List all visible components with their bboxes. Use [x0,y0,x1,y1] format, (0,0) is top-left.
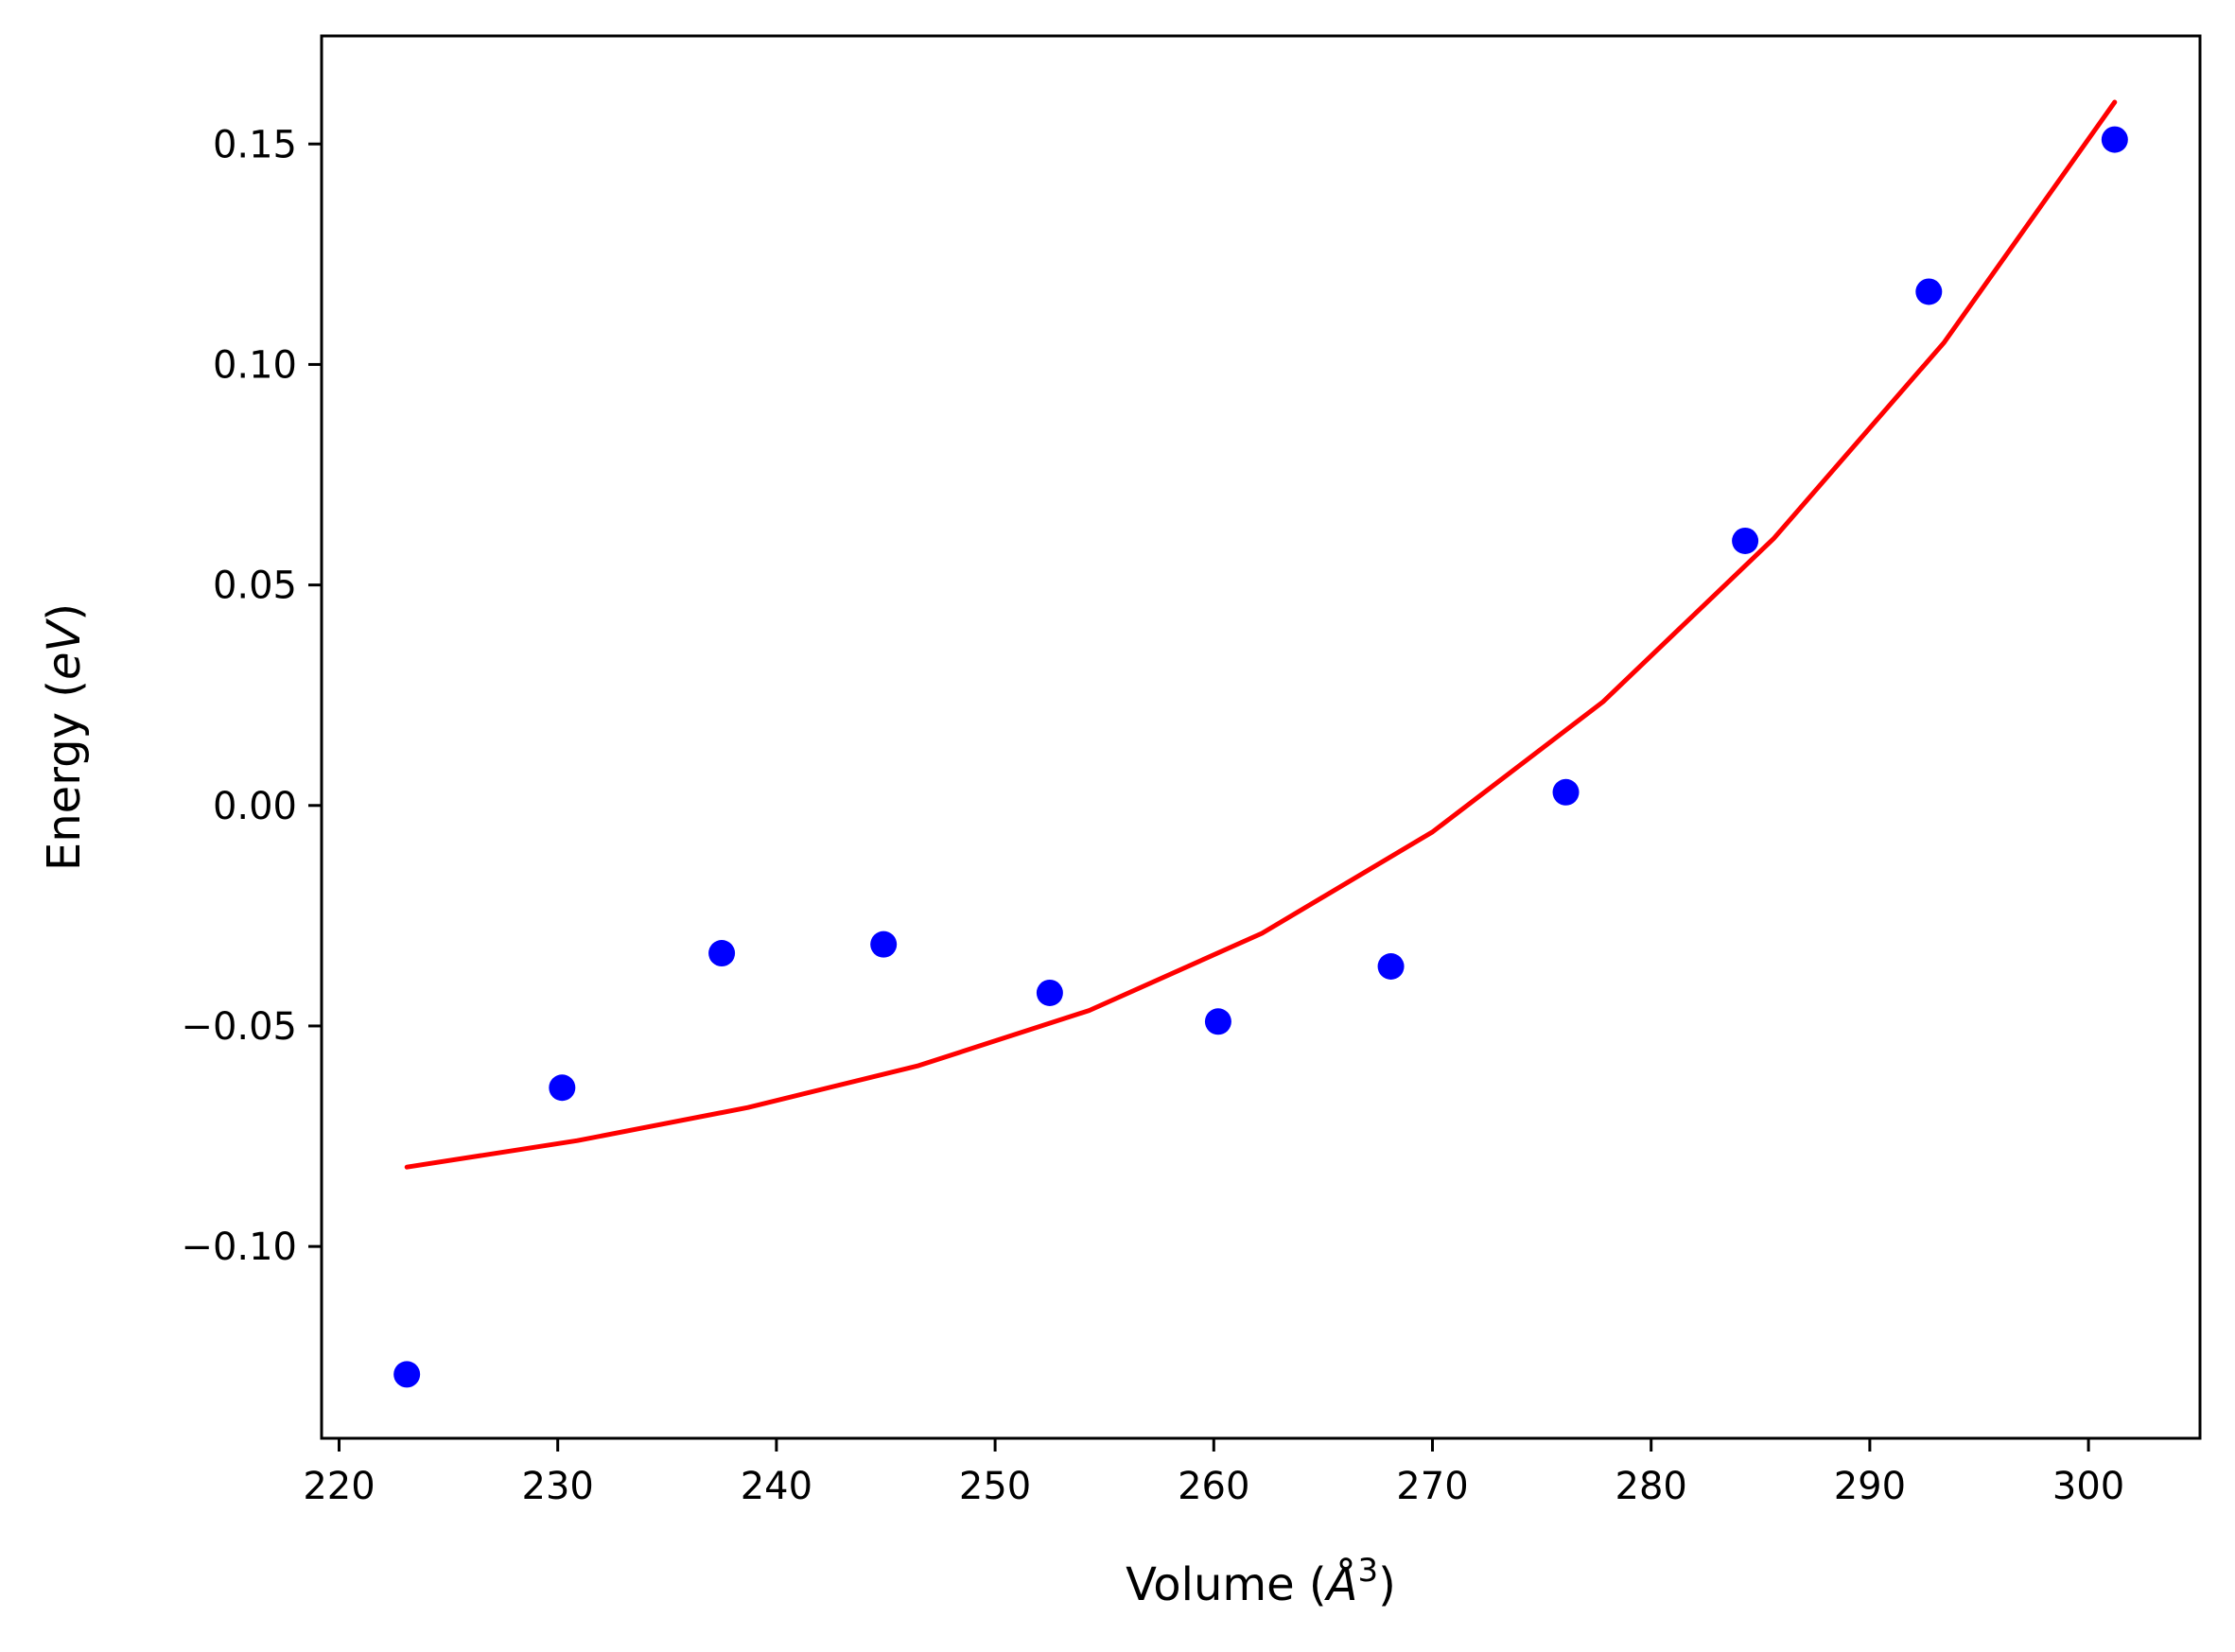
y-tick-label: 0.10 [213,343,297,387]
data-point [549,1074,576,1102]
x-tick-label: 290 [1834,1465,1906,1508]
x-tick-label: 220 [303,1465,375,1508]
x-axis-title: Volume (Å3) [1126,1552,1396,1611]
data-point [1732,527,1759,554]
y-axis-ticks: −0.10 −0.05 0.00 0.05 0.10 0.15 [181,123,322,1269]
x-axis-ticks: 220 230 240 250 260 270 280 290 300 [303,1438,2124,1508]
x-tick-label: 260 [1178,1465,1249,1508]
data-point [1552,778,1580,806]
data-point [708,940,736,967]
x-tick-label: 300 [2052,1465,2124,1508]
plot-frame [320,34,2202,1440]
x-axis-title-symbol: Å [1324,1557,1358,1611]
x-tick-label: 230 [522,1465,594,1508]
data-point [1915,278,1943,305]
x-axis-title-suffix: ) [1378,1558,1396,1611]
y-tick-label: 0.15 [213,123,297,166]
x-tick-label: 270 [1396,1465,1468,1508]
y-axis-title-suffix: ) [38,603,91,621]
data-point [870,930,898,958]
fit-curve [404,99,2118,1170]
y-axis-title-prefix: Energy ( [38,680,91,871]
data-point [1036,979,1063,1006]
x-axis-title-superscript: 3 [1357,1552,1378,1590]
data-point [2101,126,2128,153]
x-tick-label: 240 [741,1465,812,1508]
data-point [1377,953,1405,981]
y-axis-title: Energy (eV) [38,603,91,871]
y-tick-label: −0.05 [181,1005,297,1049]
y-tick-label: 0.05 [213,565,297,608]
x-tick-label: 250 [959,1465,1031,1508]
x-axis-title-prefix: Volume ( [1126,1558,1327,1611]
y-tick-label: 0.00 [213,785,297,828]
data-point [1204,1008,1231,1035]
y-tick-label: −0.10 [181,1226,297,1269]
x-tick-label: 280 [1615,1465,1687,1508]
data-point [393,1361,421,1388]
y-axis-title-symbol: eV [38,618,91,681]
series-layer [393,99,2128,1388]
